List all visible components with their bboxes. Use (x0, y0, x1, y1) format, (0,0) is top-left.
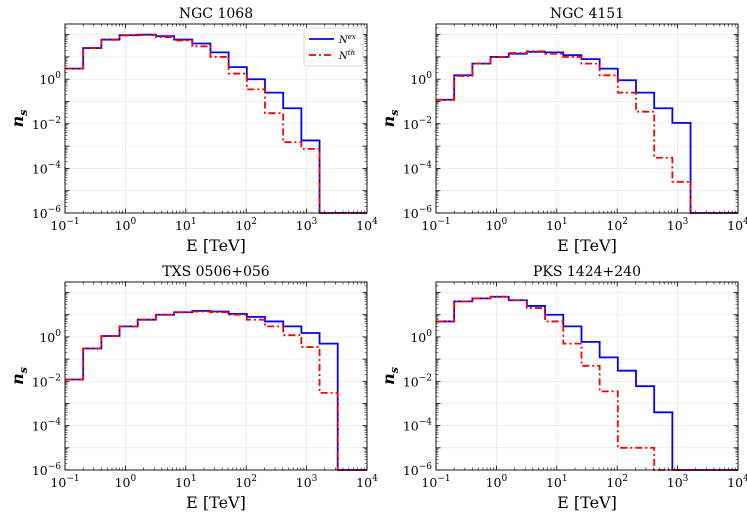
x-tick-label: 100 (486, 474, 508, 490)
y-tick-label: 10−6 (403, 462, 432, 478)
y-axis-label: ns (8, 110, 30, 128)
plot-frame (435, 281, 739, 471)
y-tick-label: 10−2 (403, 373, 432, 389)
y-tick-label: 10−4 (403, 418, 432, 434)
chart-title: NGC 1068 (179, 6, 253, 22)
x-tick-label: 104 (356, 217, 378, 233)
y-tick-label: 100 (410, 71, 432, 87)
x-tick-label: 10−1 (50, 474, 79, 490)
x-tick-label: 104 (727, 217, 747, 233)
x-tick-label: 10−1 (50, 217, 79, 233)
x-tick-label: 10−1 (421, 474, 450, 490)
x-tick-label: 103 (667, 474, 689, 490)
x-tick-label: 102 (606, 474, 628, 490)
legend-label-ex: Nex (338, 33, 356, 46)
chart-panel-3: 10−1 100 101 102 103 104 10−6 10−4 10−2 100 TXS 05… (8, 264, 378, 512)
series-n-ex-step (436, 295, 738, 471)
chart-panel-2: 10−1 100 101 102 103 104 10−6 10−4 10−2 100 NGC 41… (379, 6, 747, 255)
grid (435, 24, 739, 214)
plot-frame (435, 23, 739, 214)
series-n-th-step (436, 50, 738, 214)
x-tick-label: 101 (546, 217, 568, 233)
x-tick-label: 103 (296, 217, 318, 233)
y-axis-label: ns (8, 367, 30, 385)
chart-panel-1: 10−1 100 101 102 103 104 10−6 10−4 10−2 100 NGC 10… (8, 6, 378, 255)
x-tick-label: 103 (296, 474, 318, 490)
series-n-th-step (65, 310, 367, 471)
x-tick-label: 104 (727, 474, 747, 490)
x-axis-label: E [TeV] (557, 493, 617, 512)
chart-title: NGC 4151 (550, 6, 624, 22)
series-n-ex-step (65, 309, 367, 471)
x-tick-label: 100 (115, 474, 137, 490)
series-n-th-step (436, 295, 738, 471)
x-axis-label: E [TeV] (186, 236, 246, 255)
legend: Nex Nth (303, 27, 364, 67)
x-tick-label: 102 (606, 217, 628, 233)
legend-box (303, 27, 364, 67)
x-axis-label: E [TeV] (557, 236, 617, 255)
y-tick-label: 10−6 (403, 205, 432, 221)
x-tick-label: 101 (175, 474, 197, 490)
series-n-th-step (65, 34, 367, 214)
y-tick-label: 10−6 (32, 462, 61, 478)
series-n-ex-step (436, 50, 738, 214)
grid (64, 282, 368, 471)
y-tick-label: 10−4 (32, 418, 61, 434)
y-tick-label: 100 (39, 329, 61, 345)
grid (435, 282, 739, 471)
x-tick-label: 100 (486, 217, 508, 233)
y-tick-label: 10−4 (32, 160, 61, 176)
y-tick-label: 10−2 (32, 116, 61, 132)
x-tick-label: 102 (235, 217, 257, 233)
x-tick-label: 104 (356, 474, 378, 490)
x-tick-label: 10−1 (421, 217, 450, 233)
chart-panel-4: 10−1 100 101 102 103 104 10−6 10−4 10−2 100 PKS 14… (379, 264, 747, 512)
y-tick-label: 100 (39, 71, 61, 87)
legend-label-th: Nth (338, 49, 355, 62)
y-tick-label: 10−2 (32, 373, 61, 389)
y-tick-label: 10−2 (403, 116, 432, 132)
chart-title: PKS 1424+240 (533, 264, 641, 280)
chart-title: TXS 0506+056 (162, 264, 270, 280)
plot-frame (64, 23, 368, 214)
x-tick-label: 103 (667, 217, 689, 233)
y-axis-label: ns (379, 367, 401, 385)
y-axis-label: ns (379, 110, 401, 128)
plot-frame (64, 281, 368, 471)
x-axis-label: E [TeV] (186, 493, 246, 512)
y-tick-label: 10−6 (32, 205, 61, 221)
x-tick-label: 101 (175, 217, 197, 233)
x-tick-label: 101 (546, 474, 568, 490)
x-tick-label: 100 (115, 217, 137, 233)
y-tick-label: 10−4 (403, 160, 432, 176)
x-tick-label: 102 (235, 474, 257, 490)
y-tick-label: 100 (410, 329, 432, 345)
